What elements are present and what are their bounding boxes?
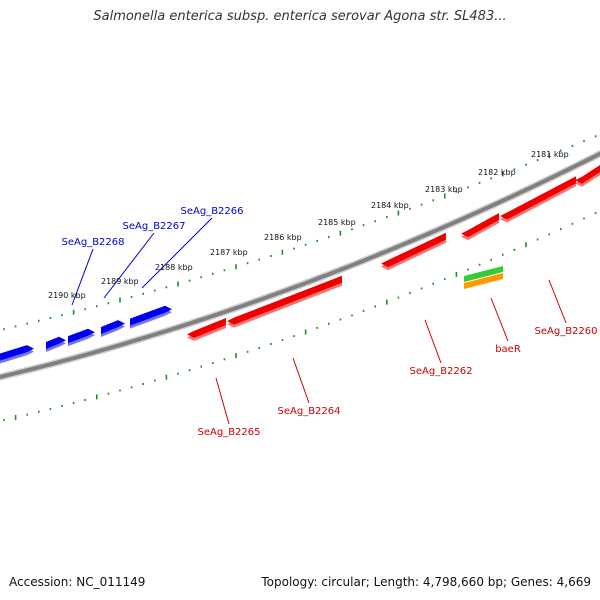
reverse-gene-leader: [548, 279, 567, 324]
rna-gene-orange: [464, 273, 503, 289]
label-layer: 2190 kbp 2189 kbp 2188 kbp 2187 kbp 2186 kbp…: [48, 150, 598, 438]
accession-text: Accession: NC_011149: [9, 575, 146, 589]
reverse-gene-arrow: [187, 318, 226, 338]
reverse-gene-arrow: [575, 165, 600, 184]
forward-gene-leader: [141, 217, 213, 289]
forward-gene-label: SeAg_B2267: [123, 221, 186, 232]
reverse-gene-label: SeAg_B2264: [278, 406, 341, 417]
reverse-gene-leader: [424, 319, 442, 364]
kbp-label: 2184 kbp: [371, 201, 409, 210]
kbp-label: 2182 kbp: [478, 168, 516, 177]
forward-gene-arrow: [46, 336, 66, 349]
reverse-gene-label: SeAg_B2265: [198, 427, 261, 438]
tick-rings: [3, 135, 597, 422]
kbp-label: 2183 kbp: [425, 185, 463, 194]
reverse-gene-label: SeAg_B2262: [410, 366, 473, 377]
rna-gene-green: [464, 266, 503, 282]
kbp-label: 2188 kbp: [155, 263, 193, 272]
forward-gene-label: SeAg_B2268: [62, 237, 125, 248]
map-title: Salmonella enterica subsp. enterica sero…: [93, 9, 507, 24]
forward-gene-arrow: [130, 305, 172, 326]
genome-backbone: [0, 151, 600, 380]
reverse-gene-leader: [215, 377, 230, 425]
gene-layer: [0, 165, 600, 364]
kbp-label: 2189 kbp: [101, 277, 139, 286]
kbp-label: 2185 kbp: [318, 218, 356, 227]
forward-gene-arrow: [0, 345, 34, 361]
reverse-gene-arrow: [461, 212, 499, 238]
reverse-gene-label: baeR: [495, 344, 521, 355]
kbp-label: 2186 kbp: [264, 233, 302, 242]
forward-gene-arrow-shadow: [46, 339, 66, 352]
kbp-label: 2181 kbp: [531, 150, 569, 159]
backbone-layer: [0, 149, 600, 381]
forward-gene-leader: [71, 248, 94, 306]
reverse-gene-label: SeAg_B2260: [535, 326, 598, 337]
reverse-gene-leader: [292, 357, 310, 404]
forward-gene-label: SeAg_B2266: [181, 206, 244, 217]
reverse-gene-arrow: [227, 275, 342, 325]
forward-gene-arrow: [101, 320, 125, 335]
reverse-gene-arrow: [381, 232, 446, 268]
forward-gene-leader: [103, 232, 155, 299]
forward-gene-arrow: [68, 328, 95, 344]
kbp-label: 2187 kbp: [210, 248, 248, 257]
reverse-gene-arrow: [500, 176, 576, 220]
reverse-gene-leader: [490, 297, 509, 342]
genome-summary-text: Topology: circular; Length: 4,798,660 bp…: [261, 575, 591, 589]
kbp-label: 2190 kbp: [48, 291, 86, 300]
